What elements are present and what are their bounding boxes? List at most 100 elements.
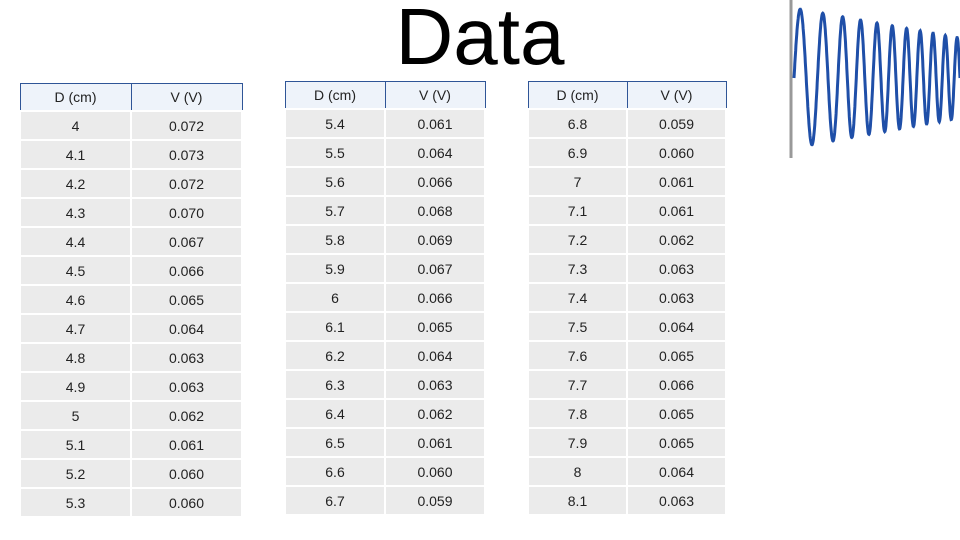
table-row: 6.6 0.060 <box>284 456 486 487</box>
header-cell: V (V) <box>626 81 727 110</box>
table-cell: 0.065 <box>384 311 486 342</box>
table-cell: 6.6 <box>284 456 386 487</box>
table-cell: 4.9 <box>19 371 132 402</box>
table-row: 4.1 0.073 <box>19 139 243 170</box>
table-cell: 0.064 <box>384 340 486 371</box>
table-cell: 4.4 <box>19 226 132 257</box>
table-row: 7.6 0.065 <box>527 340 727 371</box>
data-table: D (cm) V (V) 6.8 0.059 6.9 0.060 7 0.061 7.1 0.06… <box>527 81 727 516</box>
table-cell: 6.9 <box>527 137 628 168</box>
table-cell: 0.060 <box>130 458 243 489</box>
table-cell: 0.061 <box>384 427 486 458</box>
table-cell: 4 <box>19 110 132 141</box>
table-cell: 0.060 <box>130 487 243 518</box>
table-cell: 6.8 <box>527 108 628 139</box>
table-cell: 6.2 <box>284 340 386 371</box>
table-cell: 6.4 <box>284 398 386 429</box>
table-row: 5.6 0.066 <box>284 166 486 197</box>
table-cell: 5.9 <box>284 253 386 284</box>
table-cell: 4.1 <box>19 139 132 170</box>
table-cell: 0.062 <box>130 400 243 431</box>
table-cell: 6.1 <box>284 311 386 342</box>
table-cell: 0.065 <box>626 340 727 371</box>
table-cell: 0.067 <box>130 226 243 257</box>
slide-title: Data <box>395 0 565 81</box>
table-cell: 7.1 <box>527 195 628 226</box>
table-cell: 0.064 <box>626 311 727 342</box>
table-cell: 5.6 <box>284 166 386 197</box>
table-cell: 7.6 <box>527 340 628 371</box>
table-cell: 5.5 <box>284 137 386 168</box>
header-row: D (cm) V (V) <box>527 81 727 110</box>
table-cell: 0.065 <box>130 284 243 315</box>
table-cell: 0.072 <box>130 168 243 199</box>
table-cell: 0.063 <box>130 371 243 402</box>
table-cell: 8 <box>527 456 628 487</box>
table-row: 7.1 0.061 <box>527 195 727 226</box>
table-row: 6.7 0.059 <box>284 485 486 516</box>
table-cell: 0.059 <box>626 108 727 139</box>
table-cell: 4.6 <box>19 284 132 315</box>
table-cell: 0.067 <box>384 253 486 284</box>
table-row: 4.4 0.067 <box>19 226 243 257</box>
header-cell: V (V) <box>130 83 243 112</box>
table-row: 4.9 0.063 <box>19 371 243 402</box>
table-cell: 0.060 <box>384 456 486 487</box>
table-cell: 7.7 <box>527 369 628 400</box>
table-row: 6.1 0.065 <box>284 311 486 342</box>
table-cell: 0.066 <box>384 282 486 313</box>
table-row: 4 0.072 <box>19 110 243 141</box>
table-cell: 6.7 <box>284 485 386 516</box>
table-cell: 0.059 <box>384 485 486 516</box>
table-row: 7.8 0.065 <box>527 398 727 429</box>
table-cell: 4.7 <box>19 313 132 344</box>
table-cell: 4.3 <box>19 197 132 228</box>
header-cell: D (cm) <box>284 81 386 110</box>
table-cell: 5.1 <box>19 429 132 460</box>
wave-line <box>792 7 960 147</box>
table-row: 6.3 0.063 <box>284 369 486 400</box>
table-row: 5.2 0.060 <box>19 458 243 489</box>
table-cell: 5.3 <box>19 487 132 518</box>
table-row: 5 0.062 <box>19 400 243 431</box>
wave-image <box>788 0 960 160</box>
table-cell: 7.3 <box>527 253 628 284</box>
table-cell: 8.1 <box>527 485 628 516</box>
table-row: 5.8 0.069 <box>284 224 486 255</box>
header-cell: D (cm) <box>527 81 628 110</box>
table-cell: 0.064 <box>384 137 486 168</box>
table-row: 7.7 0.066 <box>527 369 727 400</box>
table-row: 5.4 0.061 <box>284 108 486 139</box>
table-cell: 0.061 <box>626 166 727 197</box>
table-cell: 7.2 <box>527 224 628 255</box>
table-row: 8.1 0.063 <box>527 485 727 516</box>
table-cell: 0.060 <box>626 137 727 168</box>
table-cell: 0.063 <box>626 253 727 284</box>
table-cell: 7.4 <box>527 282 628 313</box>
table-cell: 7.5 <box>527 311 628 342</box>
header-cell: D (cm) <box>19 83 132 112</box>
table-row: 4.7 0.064 <box>19 313 243 344</box>
table-cell: 0.063 <box>130 342 243 373</box>
table-cell: 0.072 <box>130 110 243 141</box>
table-cell: 0.065 <box>626 427 727 458</box>
table-cell: 0.066 <box>626 369 727 400</box>
table-row: 4.6 0.065 <box>19 284 243 315</box>
table-cell: 0.063 <box>384 369 486 400</box>
table-row: 5.3 0.060 <box>19 487 243 518</box>
table-cell: 7.9 <box>527 427 628 458</box>
data-table: D (cm) V (V) 4 0.072 4.1 0.073 4.2 0.072 4.3 0.07… <box>19 83 243 518</box>
table-cell: 6.5 <box>284 427 386 458</box>
table-cell: 4.2 <box>19 168 132 199</box>
table-cell: 7 <box>527 166 628 197</box>
table-cell: 0.066 <box>384 166 486 197</box>
data-table: D (cm) V (V) 5.4 0.061 5.5 0.064 5.6 0.066 5.7 0.… <box>284 81 486 516</box>
table-row: 6 0.066 <box>284 282 486 313</box>
table-row: 4.3 0.070 <box>19 197 243 228</box>
table-row: 6.9 0.060 <box>527 137 727 168</box>
table-row: 5.9 0.067 <box>284 253 486 284</box>
table-cell: 0.061 <box>130 429 243 460</box>
table-cell: 0.063 <box>626 282 727 313</box>
table-cell: 0.065 <box>626 398 727 429</box>
table-cell: 4.5 <box>19 255 132 286</box>
